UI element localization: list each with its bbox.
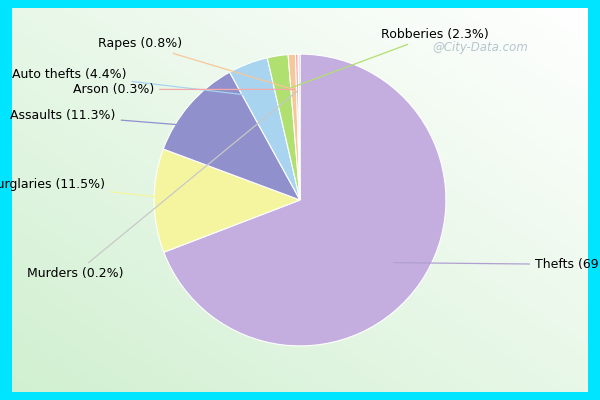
- Wedge shape: [163, 72, 300, 200]
- Wedge shape: [230, 58, 300, 200]
- Text: Robberies (2.3%): Robberies (2.3%): [286, 28, 489, 90]
- Wedge shape: [267, 54, 300, 200]
- Text: Murders (0.2%): Murders (0.2%): [27, 91, 297, 280]
- Text: Thefts (69.1%): Thefts (69.1%): [394, 258, 600, 271]
- Text: @City-Data.com: @City-Data.com: [432, 42, 528, 54]
- Text: Assaults (11.3%): Assaults (11.3%): [10, 109, 214, 128]
- Text: Auto thefts (4.4%): Auto thefts (4.4%): [12, 68, 258, 96]
- Wedge shape: [288, 54, 300, 200]
- Wedge shape: [298, 54, 300, 200]
- Text: Arson (0.3%): Arson (0.3%): [73, 83, 295, 96]
- Wedge shape: [295, 54, 300, 200]
- Wedge shape: [154, 149, 300, 252]
- Text: Rapes (0.8%): Rapes (0.8%): [98, 37, 291, 89]
- Wedge shape: [164, 54, 446, 346]
- Text: Burglaries (11.5%): Burglaries (11.5%): [0, 178, 187, 200]
